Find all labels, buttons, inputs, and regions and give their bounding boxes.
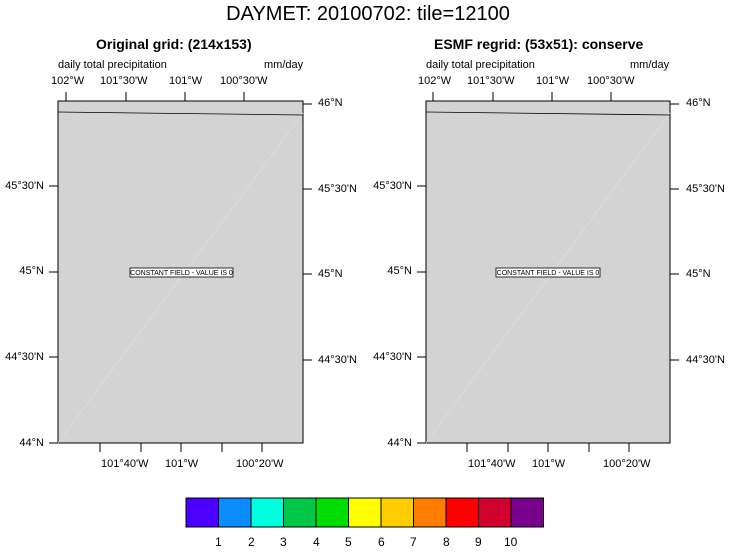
left-lat-tick: 45°30'N xyxy=(5,180,44,192)
left-lat-tick: 44°30'N xyxy=(373,351,412,363)
right-lat-tick: 45°30'N xyxy=(686,183,725,195)
left-right-ticks xyxy=(303,103,312,361)
colorbar-label: 5 xyxy=(345,535,352,549)
bottom-lon-tick: 101°40'W xyxy=(468,458,516,470)
left-map-panel: CONSTANT FIELD - VALUE IS 0 xyxy=(49,92,312,452)
colorbar-label: 10 xyxy=(504,535,518,549)
left-lat-tick: 45°N xyxy=(19,265,44,277)
colorbar-label: 3 xyxy=(280,535,287,549)
right-lat-tick: 46°N xyxy=(686,97,711,109)
colorbar-label: 8 xyxy=(443,535,450,549)
right-variable-label: daily total precipitation xyxy=(426,59,535,71)
right-lat-tick: 44°30'N xyxy=(318,354,357,366)
right-panel-title: ESMF regrid: (53x51): conserve xyxy=(434,36,644,52)
colorbar-label: 1 xyxy=(215,535,222,549)
left-bottom-ticks xyxy=(99,443,263,452)
right-faint-diagonal xyxy=(425,112,671,444)
bottom-lon-tick: 101°W xyxy=(165,458,199,470)
left-lat-tick: 45°N xyxy=(387,265,412,277)
top-lon-tick: 101°30'W xyxy=(467,75,515,87)
colorbar xyxy=(185,497,544,528)
colorbar-swatch xyxy=(380,497,414,528)
right-constant-field-box xyxy=(495,267,601,278)
colorbar-label: 7 xyxy=(410,535,417,549)
bottom-lon-tick: 100°20'W xyxy=(236,458,284,470)
top-lon-tick: 101°W xyxy=(536,75,570,87)
left-top-ticks xyxy=(65,92,245,101)
colorbar-label: 9 xyxy=(475,535,482,549)
left-panel-title: Original grid: (214x153) xyxy=(96,36,252,52)
left-constant-field-message: CONSTANT FIELD - VALUE IS 0 xyxy=(130,270,233,277)
colorbar-swatch xyxy=(315,497,349,528)
top-lon-tick: 102°W xyxy=(51,75,85,87)
left-lat-tick: 44°N xyxy=(19,437,44,449)
top-lon-tick: 102°W xyxy=(418,75,452,87)
colorbar-label: 6 xyxy=(378,535,385,549)
top-lon-tick: 100°30'W xyxy=(587,75,635,87)
right-lat-tick: 45°30'N xyxy=(318,183,357,195)
bottom-lon-tick: 101°40'W xyxy=(101,458,149,470)
colorbar-swatch xyxy=(445,497,479,528)
top-lon-tick: 100°30'W xyxy=(220,75,268,87)
colorbar-swatch xyxy=(478,497,512,528)
colorbar-swatch xyxy=(185,497,219,528)
colorbar-swatch xyxy=(348,497,382,528)
colorbar-label: 2 xyxy=(248,535,255,549)
right-lat-tick: 44°30'N xyxy=(686,354,725,366)
colorbar-swatch xyxy=(218,497,252,528)
colorbar-label: 4 xyxy=(313,535,320,549)
left-lat-tick: 45°30'N xyxy=(373,180,412,192)
bottom-lon-tick: 100°20'W xyxy=(603,458,651,470)
main-title: DAYMET: 20100702: tile=12100 xyxy=(226,3,510,25)
right-top-ticks xyxy=(432,92,612,101)
right-right-ticks xyxy=(670,103,679,361)
right-lat-tick: 46°N xyxy=(318,97,343,109)
right-map-panel: CONSTANT FIELD - VALUE IS 0 xyxy=(417,92,679,452)
left-constant-field-box xyxy=(129,267,234,278)
left-data-boundary xyxy=(57,111,304,116)
left-faint-diagonal xyxy=(57,112,304,444)
right-constant-field-message: CONSTANT FIELD - VALUE IS 0 xyxy=(497,270,600,277)
colorbar-swatch xyxy=(250,497,284,528)
top-lon-tick: 101°W xyxy=(169,75,203,87)
left-left-ticks xyxy=(49,185,58,444)
colorbar-swatch xyxy=(510,497,544,528)
left-units-label: mm/day xyxy=(264,59,304,71)
left-lat-tick: 44°N xyxy=(387,437,412,449)
left-variable-label: daily total precipitation xyxy=(58,59,167,71)
right-bottom-ticks xyxy=(466,443,630,452)
right-left-ticks xyxy=(417,185,426,444)
left-lat-tick: 44°30'N xyxy=(5,351,44,363)
right-data-boundary xyxy=(425,111,671,116)
top-lon-tick: 101°30'W xyxy=(100,75,148,87)
right-lat-tick: 45°N xyxy=(686,268,711,280)
right-lat-tick: 45°N xyxy=(318,268,343,280)
colorbar-swatch xyxy=(283,497,317,528)
bottom-lon-tick: 101°W xyxy=(532,458,566,470)
colorbar-swatch xyxy=(413,497,447,528)
right-units-label: mm/day xyxy=(630,59,670,71)
